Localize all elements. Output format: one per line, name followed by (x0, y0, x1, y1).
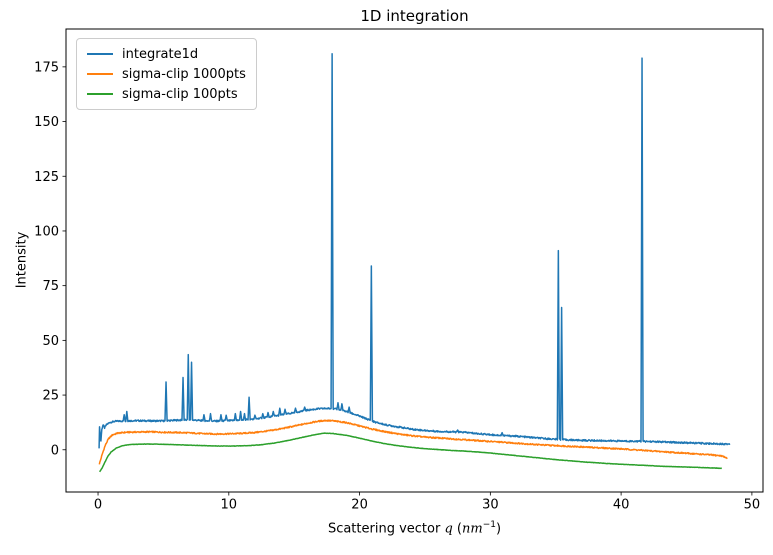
x-axis-label: Scattering vector q (nm−1) (66, 520, 763, 536)
legend-line-swatch (87, 53, 113, 55)
x-axis-label-paren-close: ) (495, 521, 502, 537)
y-tick-label: 150 (34, 115, 59, 130)
legend-entry-label: integrate1d (122, 46, 199, 62)
legend-line-swatch (87, 93, 113, 95)
legend: integrate1d sigma-clip 1000pts sigma-clip … (76, 38, 257, 110)
y-tick-label: 25 (42, 389, 59, 404)
x-axis-label-unit: nm (462, 521, 483, 537)
series-line-sigma-clip-100pts (98, 432, 723, 473)
x-axis-label-q: q (444, 521, 453, 537)
x-axis-label-paren: ( (452, 521, 462, 537)
y-tick-label: 75 (42, 279, 59, 294)
x-tick-label: 0 (94, 498, 102, 513)
y-tick-label: 175 (34, 60, 59, 75)
legend-line-swatch (87, 73, 113, 75)
series-line-sigma-clip-1000pts (98, 419, 728, 465)
legend-entry: integrate1d (87, 44, 246, 64)
legend-entry: sigma-clip 1000pts (87, 64, 246, 84)
legend-entry-label: sigma-clip 100pts (122, 86, 238, 102)
legend-entry: sigma-clip 100pts (87, 84, 246, 104)
x-tick-label: 40 (613, 498, 630, 513)
x-tick-label: 50 (744, 498, 761, 513)
y-tick-label: 50 (42, 334, 59, 349)
legend-entry-label: sigma-clip 1000pts (122, 66, 246, 82)
y-tick-label: 100 (34, 224, 59, 239)
axes-spines (65, 28, 764, 493)
x-axis-label-text: Scattering vector (327, 521, 445, 537)
series-line-integrate1d (98, 52, 731, 449)
y-tick-label: 0 (51, 443, 59, 458)
y-axis-label: Intensity (14, 231, 30, 289)
x-tick-label: 30 (482, 498, 499, 513)
x-tick-label: 20 (351, 498, 368, 513)
y-tick-label: 125 (34, 170, 59, 185)
x-axis: 0 10 20 30 40 50 (94, 492, 760, 513)
x-tick-label: 10 (221, 498, 238, 513)
x-axis-label-exponent: −1 (482, 520, 496, 530)
chart-title: 1D integration (360, 7, 469, 25)
y-axis: 0 25 50 75 100 125 150 175 (34, 60, 66, 458)
